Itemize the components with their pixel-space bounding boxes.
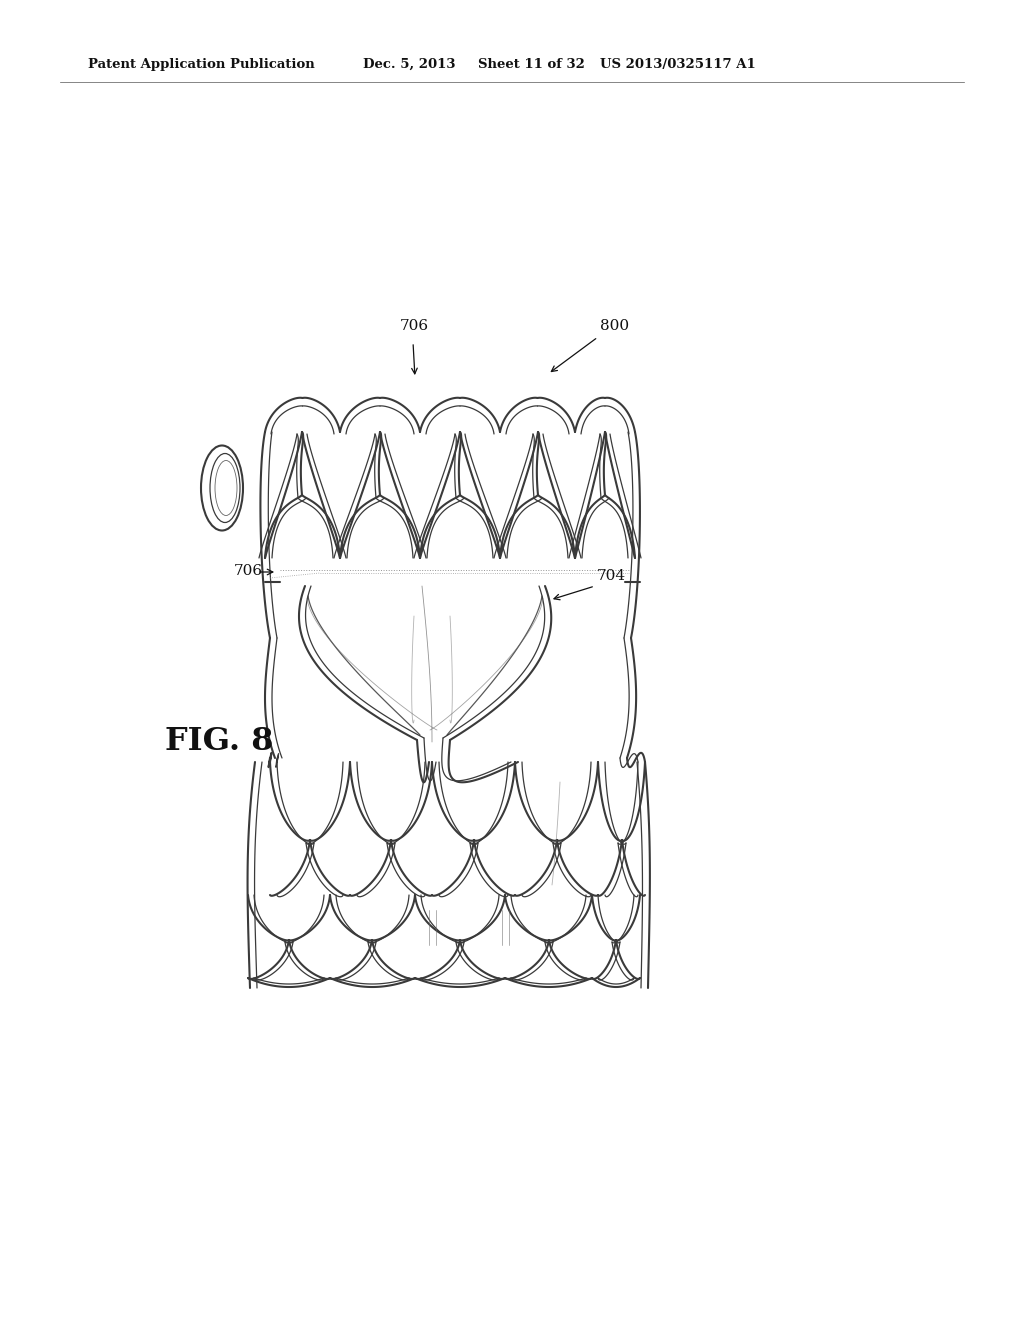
Text: Sheet 11 of 32: Sheet 11 of 32 — [478, 58, 585, 71]
Text: 706: 706 — [400, 319, 429, 333]
Text: FIG. 8: FIG. 8 — [165, 726, 273, 756]
Text: Dec. 5, 2013: Dec. 5, 2013 — [362, 58, 456, 71]
Text: 704: 704 — [597, 569, 626, 583]
Text: Patent Application Publication: Patent Application Publication — [88, 58, 314, 71]
Text: US 2013/0325117 A1: US 2013/0325117 A1 — [600, 58, 756, 71]
Text: 800: 800 — [600, 319, 629, 333]
Text: 706: 706 — [234, 564, 263, 578]
